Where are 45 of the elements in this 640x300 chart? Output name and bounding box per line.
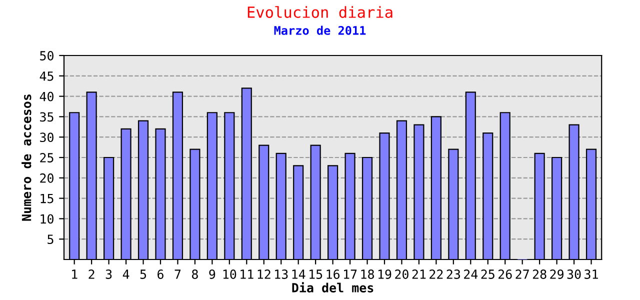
x-tick-label: 29 [550, 270, 564, 279]
x-tick-label: 12 [258, 270, 270, 279]
x-tick-label: 26 [498, 270, 512, 279]
chart-subtitle: Marzo de 2011 [274, 26, 366, 35]
x-tick-label: 27 [516, 270, 529, 279]
x-tick-label: 2 [88, 270, 94, 279]
y-tick-label: 15 [40, 194, 54, 204]
x-tick-label: 15 [310, 270, 322, 279]
x-tick-label: 4 [122, 270, 130, 279]
chart-title: Evolucion diaria [248, 6, 392, 18]
x-tick-label: 28 [532, 270, 546, 279]
x-tick-label: 9 [209, 270, 216, 279]
x-tick-label: 6 [158, 270, 164, 279]
x-tick-label: 23 [446, 270, 460, 279]
y-tick-label: 25 [40, 153, 54, 162]
y-tick-label: 30 [40, 132, 54, 142]
x-tick-label: 3 [106, 270, 112, 279]
x-tick-label: 13 [275, 270, 288, 279]
x-tick-label: 1 [72, 270, 78, 279]
x-tick-label: 5 [140, 270, 146, 279]
x-tick-label: 14 [292, 270, 306, 279]
y-tick-label: 50 [40, 51, 54, 60]
x-tick-label: 22 [430, 270, 443, 279]
x-tick-label: 21 [412, 270, 426, 279]
x-tick-label: 19 [378, 270, 392, 279]
x-tick-label: 10 [223, 270, 236, 279]
x-tick-label: 30 [567, 270, 581, 279]
y-tick-label: 5 [48, 234, 54, 244]
x-tick-label: 17 [344, 270, 357, 279]
y-tick-label: 20 [40, 173, 54, 183]
y-tick-label: 45 [40, 72, 54, 81]
y-tick-label: 40 [40, 92, 54, 102]
x-tick-label: 8 [192, 270, 198, 279]
y-tick-label: 10 [40, 214, 54, 224]
x-tick-label: 31 [584, 270, 598, 279]
x-tick-label: 20 [395, 270, 408, 279]
x-axis-title: Dia del mes [292, 282, 374, 292]
x-tick-label: 24 [464, 270, 478, 279]
y-tick-label: 35 [40, 112, 54, 122]
x-tick-label: 16 [326, 270, 340, 279]
y-axis-title: Numero de accesos [22, 94, 32, 221]
x-tick-label: 11 [240, 270, 254, 279]
x-tick-label: 7 [174, 270, 181, 279]
x-tick-label: 25 [481, 270, 494, 279]
x-tick-label: 18 [361, 270, 374, 279]
